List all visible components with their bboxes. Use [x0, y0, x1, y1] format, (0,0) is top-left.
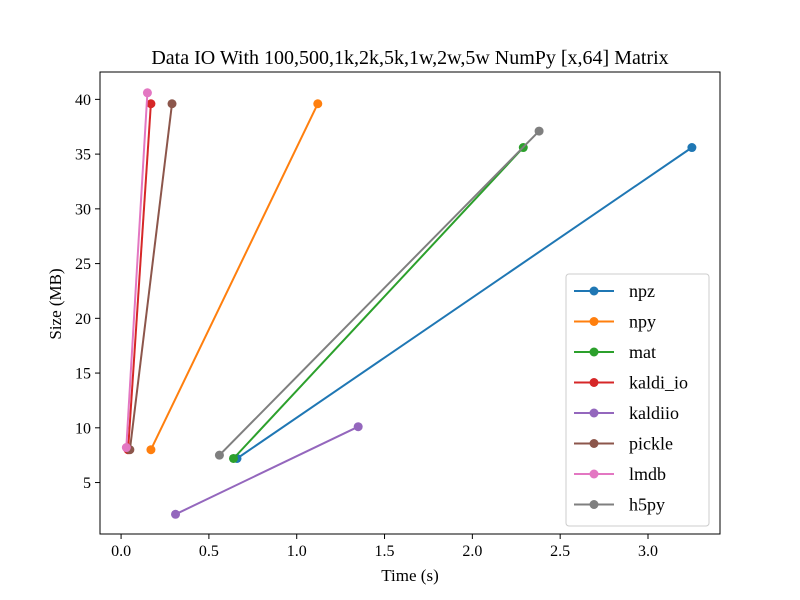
legend-marker-pickle: [589, 439, 599, 448]
legend-label-kaldi_io: kaldi_io: [629, 373, 688, 393]
legend-label-pickle: pickle: [629, 434, 673, 454]
y-tick-label: 20: [75, 311, 91, 328]
x-axis-label: Time (s): [381, 566, 438, 585]
data-point-h5py-1: [534, 126, 544, 136]
series-line-npy: [149, 103, 319, 451]
data-point-mat-0: [228, 453, 238, 463]
legend-label-kaldiio: kaldiio: [629, 403, 679, 423]
data-point-kaldiio-1: [353, 422, 363, 432]
data-point-npy-0: [146, 445, 156, 455]
y-tick-label: 30: [75, 201, 91, 218]
legend-marker-npz: [589, 286, 599, 296]
plot-area: 0.0 0.5 1.0 1.5 2.0 2.5 3.0 5 10 15 20 25 30 35 40: [75, 71, 721, 560]
axes-frame: [99, 71, 721, 535]
data-point-lmdb-0: [121, 443, 131, 453]
series-line-kaldi_io: [127, 103, 152, 450]
x-tick-label: 1.0: [287, 543, 307, 560]
y-tick-label: 40: [75, 92, 91, 109]
data-point-kaldi_io-1: [146, 99, 156, 109]
data-point-h5py-0: [214, 450, 224, 460]
series-line-mat: [232, 146, 525, 460]
data-point-npz-1: [687, 143, 697, 153]
data-point-lmdb-1: [142, 88, 152, 98]
legend-marker-kaldi_io: [589, 378, 599, 387]
legend-label-lmdb: lmdb: [629, 464, 666, 484]
legend-marker-mat: [589, 347, 599, 357]
chart-title: Data IO With 100,500,1k,2k,5k,1w,2w,5w N…: [151, 47, 668, 69]
legend-label-npz: npz: [629, 281, 655, 301]
series-line-kaldiio: [175, 425, 359, 516]
x-tick-label: 2.0: [462, 543, 482, 560]
x-tick-label: 3.0: [638, 543, 658, 560]
legend-label-h5py: h5py: [629, 495, 665, 515]
y-tick-label: 25: [75, 256, 91, 273]
data-point-npy-1: [313, 99, 323, 109]
y-tick-label: 5: [83, 475, 91, 492]
series-line-h5py: [218, 130, 540, 456]
series-line-lmdb: [125, 92, 149, 448]
y-tick-label: 35: [75, 147, 91, 164]
y-axis-label: Size (MB): [46, 268, 65, 339]
legend-label-mat: mat: [629, 342, 656, 362]
x-tick-label: 2.5: [550, 543, 570, 560]
x-tick-label: 0.0: [111, 543, 131, 560]
legend-box: [565, 273, 710, 527]
legend-marker-npy: [589, 317, 599, 326]
legend-marker-lmdb: [589, 469, 599, 479]
series-line-npz: [236, 146, 693, 460]
data-point-pickle-1: [167, 99, 177, 109]
legend-label-npy: npy: [629, 312, 656, 332]
series-line-pickle: [128, 103, 173, 450]
legend-marker-h5py: [589, 500, 599, 509]
y-tick-label: 10: [75, 420, 91, 437]
data-point-kaldiio-0: [171, 509, 181, 519]
legend-marker-kaldiio: [589, 408, 599, 418]
y-tick-label: 15: [75, 366, 91, 383]
x-tick-label: 1.5: [375, 543, 395, 560]
x-tick-label: 0.5: [199, 543, 219, 560]
